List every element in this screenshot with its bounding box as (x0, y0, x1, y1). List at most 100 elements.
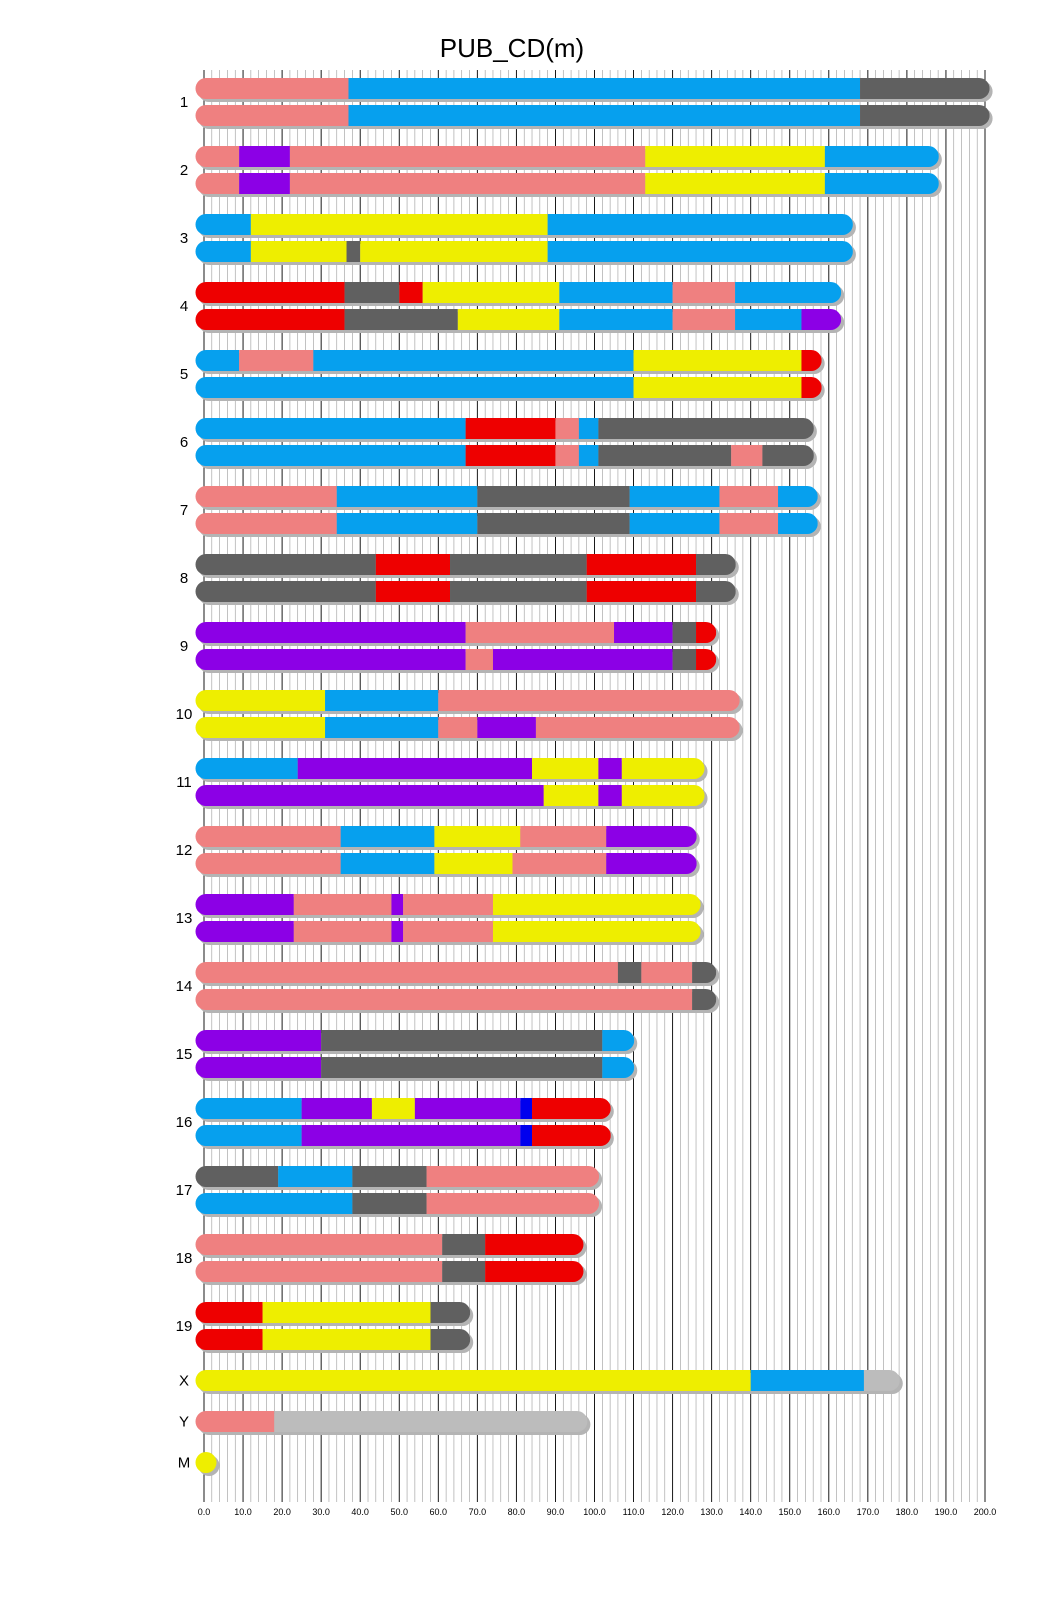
chromosome-segment (492, 921, 701, 942)
chromosome-segment (672, 649, 697, 670)
chromosome-haplotype (195, 1193, 603, 1217)
chromosome-haplotype (195, 1329, 474, 1353)
chromosome-segment (598, 418, 814, 439)
chromosome-segment (325, 717, 439, 738)
chromosome-segment (735, 309, 802, 330)
haplotype-body (195, 826, 697, 847)
chromosome-haplotype (195, 1057, 638, 1081)
chromosome-label: 10 (176, 706, 193, 723)
haplotype-body (195, 1261, 584, 1282)
chromosome-segment (301, 1098, 372, 1119)
chromosome-segment (195, 513, 337, 534)
chromosome-segment (629, 513, 720, 534)
chromosome-segment (633, 377, 802, 398)
chromosome-segment (801, 350, 822, 371)
chromosome-segment (555, 445, 579, 466)
chromosome-segment (195, 418, 466, 439)
chromosome-segment (195, 581, 376, 602)
chromosome-segment (195, 1166, 279, 1187)
chromosome-segment (195, 785, 544, 806)
x-tick-label: 110.0 (623, 1507, 645, 1517)
chromosome-segment (321, 1057, 603, 1078)
chromosome-haplotype (195, 78, 993, 102)
chromosome-segment (633, 350, 802, 371)
chromosome-segment (195, 1125, 302, 1146)
haplotype-body (195, 785, 705, 806)
x-tick-label: 150.0 (778, 1507, 801, 1517)
haplotype-body (195, 1030, 635, 1051)
chromosome-segment (239, 173, 290, 194)
x-tick-label: 140.0 (739, 1507, 762, 1517)
chromosome-haplotype (195, 1452, 220, 1476)
chromosome-haplotype (195, 282, 845, 306)
chromosome-segment (450, 554, 587, 575)
chromosome-segment (434, 853, 513, 874)
x-tick-label: 80.0 (508, 1507, 526, 1517)
chromosome-segment (520, 1098, 533, 1119)
chromosome-segment (477, 717, 536, 738)
chromosome-label: 19 (176, 1318, 193, 1335)
chromosome-segment (598, 785, 622, 806)
haplotype-body (195, 173, 939, 194)
chromosome-segment (559, 309, 673, 330)
chromosome-segment (719, 486, 779, 507)
x-tick-label: 160.0 (818, 1507, 841, 1517)
chromosome-segment (313, 350, 634, 371)
chromosome-segment (289, 146, 646, 167)
chromosome-segment (297, 758, 533, 779)
haplotype-body (195, 622, 717, 643)
chromosome-segment (598, 758, 622, 779)
chromosome-segment (391, 921, 404, 942)
chromosome-segment (434, 826, 521, 847)
chromosome-segment (336, 513, 478, 534)
haplotype-body (195, 146, 939, 167)
chromosome-segment (492, 894, 701, 915)
chromosome-haplotype (195, 445, 817, 469)
chromosome-segment (403, 921, 493, 942)
haplotype-body (195, 486, 818, 507)
chromosome-segment (645, 146, 825, 167)
chromosome-segment (195, 350, 240, 371)
chromosome-label: 7 (180, 502, 188, 519)
chromosome-label: M (178, 1455, 191, 1472)
chromosome-haplotype (195, 1030, 638, 1054)
chromosome-haplotype (195, 1098, 614, 1122)
chromosome-segment (762, 445, 814, 466)
chromosome-segment (195, 690, 326, 711)
x-axis: 0.0 10.0 20.0 30.0 40.0 50.0 60.0 70.0 80.0 90.0 1… (198, 1507, 997, 1517)
haplotype-body (195, 1166, 600, 1187)
chromosome-segment (621, 785, 705, 806)
chromosome-haplotype (195, 853, 700, 877)
chromosome-label: 9 (180, 638, 188, 655)
chromosome-haplotype (195, 309, 845, 333)
chromosome-segment (532, 1125, 611, 1146)
chromosome-segment (559, 282, 673, 303)
chromosome-bars (195, 78, 993, 1476)
chromosome-segment (195, 554, 376, 575)
chromosome-haplotype (195, 1411, 591, 1435)
chromosome-haplotype (195, 241, 856, 265)
chromosome-segment (485, 1261, 584, 1282)
chromosome-label: 5 (180, 366, 188, 383)
chromosome-segment (438, 690, 740, 711)
chart-title: PUB_CD(m) (440, 33, 584, 63)
chromosome-segment (801, 377, 822, 398)
chromosome-segment (520, 826, 607, 847)
haplotype-body (195, 1452, 217, 1473)
chromosome-label: 16 (176, 1114, 193, 1131)
chromosome-label: 2 (180, 162, 188, 179)
chromosome-segment (696, 649, 717, 670)
chromosome-segment (692, 962, 717, 983)
chromosome-segment (239, 350, 314, 371)
chromosome-segment (617, 962, 642, 983)
chromosome-segment (321, 1030, 603, 1051)
chromosome-label: 4 (180, 298, 188, 315)
chromosome-label: X (179, 1373, 189, 1390)
chromosome-segment (195, 1193, 353, 1214)
chromosome-segment (735, 282, 842, 303)
chromosome-segment (195, 758, 298, 779)
chromosome-segment (801, 309, 842, 330)
chromosome-label: Y (179, 1414, 189, 1431)
chromosome-segment (340, 853, 435, 874)
chromosome-segment (450, 581, 587, 602)
